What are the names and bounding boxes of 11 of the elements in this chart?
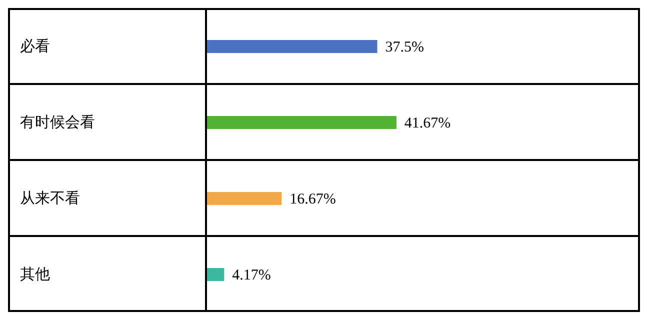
data-label: 37.5% [385,40,424,56]
data-label: 4.17% [232,268,271,284]
data-label: 41.67% [404,116,451,132]
y-tick-label: 必看 [20,37,50,55]
y-tick-label: 从来不看 [20,189,80,207]
bar [205,40,378,53]
data-label: 16.67% [290,192,336,208]
bar [205,116,396,129]
y-tick-label: 有时候会看 [20,113,95,131]
bar [205,192,282,205]
y-tick-label: 其他 [20,265,50,283]
